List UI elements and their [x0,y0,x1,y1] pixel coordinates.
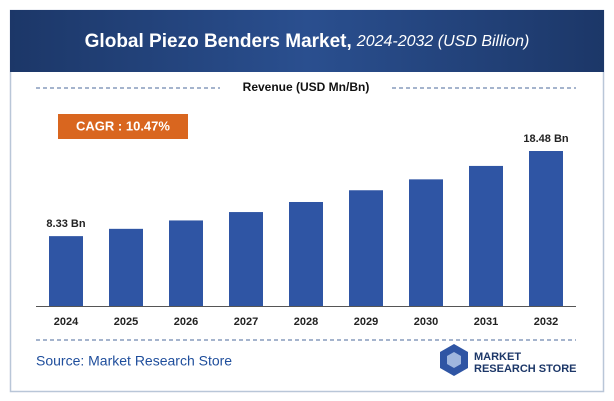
bar [289,201,323,306]
x-tick-label: 2031 [474,316,498,328]
x-tick-label: 2029 [354,316,378,328]
bar [349,190,383,306]
x-tick-label: 2030 [414,316,438,328]
data-label: 8.33 Bn [46,218,85,230]
chart-subtitle: 2024-2032 (USD Billion) [356,33,530,50]
bar [229,212,263,306]
logo: MARKET RESEARCH STORE [440,344,576,376]
bar [49,236,83,306]
x-tick-label: 2024 [54,316,79,328]
x-tick-label: 2028 [294,316,318,328]
logo-icon [447,352,461,368]
x-tick-label: 2032 [534,316,558,328]
logo-text: MARKET [474,351,521,363]
bar [469,165,503,306]
logo-text: RESEARCH STORE [474,363,576,375]
chart-title: Global Piezo Benders Market, [85,31,352,52]
caption: Revenue (USD Mn/Bn) [243,80,370,94]
x-tick-label: 2026 [174,316,198,328]
title-banner [10,10,604,72]
source: Source: Market Research Store [36,353,232,369]
cagr-label: CAGR : 10.47% [76,118,170,133]
bar [109,228,143,306]
cagr-box [58,114,188,139]
data-label: 18.48 Bn [523,133,569,145]
bar [529,151,563,306]
bar [409,179,443,306]
bar [169,220,203,306]
x-tick-label: 2027 [234,316,258,328]
frame [9,9,605,393]
title-group: Global Piezo Benders Market, 2024-2032 (U… [85,31,530,52]
x-tick-label: 2025 [114,316,138,328]
